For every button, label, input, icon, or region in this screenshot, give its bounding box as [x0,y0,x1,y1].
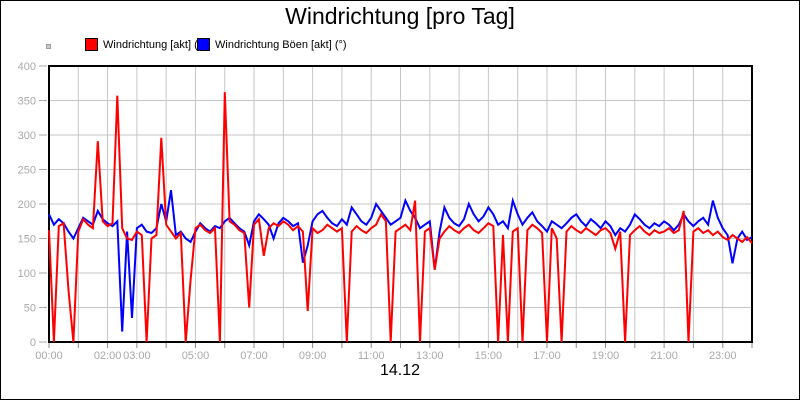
red-series-swatch-icon [85,38,98,51]
x-tick-label: 00:00 [35,350,63,362]
y-tick-label: 100 [18,268,36,280]
x-tick-label: 11:00 [358,350,385,362]
x-tick-label: 09:00 [299,350,327,362]
y-tick-label: 50 [24,303,36,315]
y-tick-label: 400 [18,61,36,73]
x-tick-label: 03:00 [123,350,151,362]
x-tick-label: 17:00 [533,350,561,362]
y-tick-label: 0 [30,337,36,349]
blue-series-swatch-icon [197,38,210,51]
y-tick-label: 200 [18,199,36,211]
y-tick-label: 250 [18,165,36,177]
legend-label-windrichtung-boeen: Windrichtung Böen [akt] (°) [215,38,347,51]
plot-border [48,65,753,343]
x-tick-label: 15:00 [475,350,503,362]
legend-marker-icon [46,44,51,49]
series-windrichtung-akt-line [48,92,753,343]
legend-item-windrichtung-akt: Windrichtung [akt] (°) [85,38,206,51]
x-tick-label: 05:00 [182,350,210,362]
x-tick-label: 07:00 [240,350,268,362]
x-tick-label: 19:00 [592,350,620,362]
chart-title: Windrichtung [pro Tag] [285,3,515,29]
x-tick-label: 13:00 [416,350,444,362]
y-tick-label: 300 [18,130,36,142]
legend-label-windrichtung-akt: Windrichtung [akt] (°) [103,38,206,51]
x-axis-date-label: 14.12 [379,362,421,379]
legend-item-windrichtung-boeen: Windrichtung Böen [akt] (°) [197,38,347,51]
x-tick-label: 21:00 [650,350,678,362]
x-tick-label: 23:00 [709,350,737,362]
y-tick-label: 150 [18,234,36,246]
y-tick-label: 350 [18,96,36,108]
legend: Windrichtung [akt] (°) Windrichtung Böen… [1,37,799,53]
x-tick-label: 02:00 [94,350,122,362]
